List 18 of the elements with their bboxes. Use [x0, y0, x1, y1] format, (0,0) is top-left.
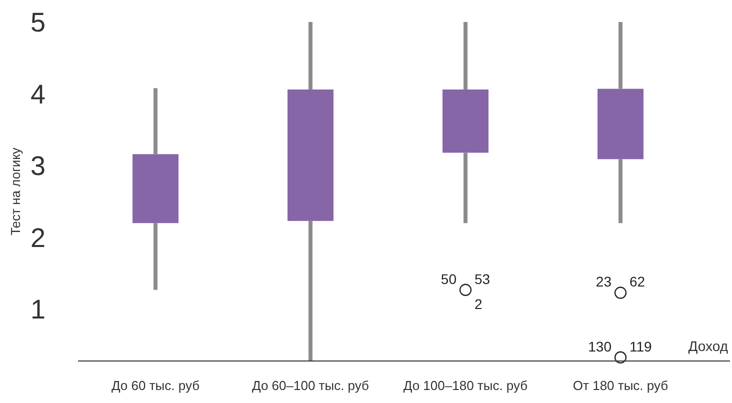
y-tick-label: 5: [30, 7, 46, 38]
x-tick-label: От 180 тыс. руб: [572, 378, 668, 393]
x-tick-label: До 60–100 тыс. руб: [252, 378, 369, 393]
annotation: 53: [474, 270, 490, 287]
x-axis-title: Доход: [688, 338, 728, 354]
annotation: 62: [630, 274, 646, 290]
y-tick-label: 4: [30, 79, 46, 110]
y-tick-label: 2: [30, 222, 46, 253]
annotation: 2: [474, 296, 482, 312]
annotation: 130: [588, 338, 612, 354]
annotation: 23: [596, 274, 612, 290]
annotation: 50: [440, 270, 457, 287]
annotation: 119: [630, 338, 652, 354]
y-tick-label: 1: [30, 294, 46, 325]
y-tick-label: 3: [30, 151, 46, 182]
y-axis-title: Тест на логику: [8, 147, 23, 236]
x-tick-label: До 100–180 тыс. руб: [403, 378, 528, 393]
x-tick-label: До 60 тыс. руб: [111, 378, 200, 393]
